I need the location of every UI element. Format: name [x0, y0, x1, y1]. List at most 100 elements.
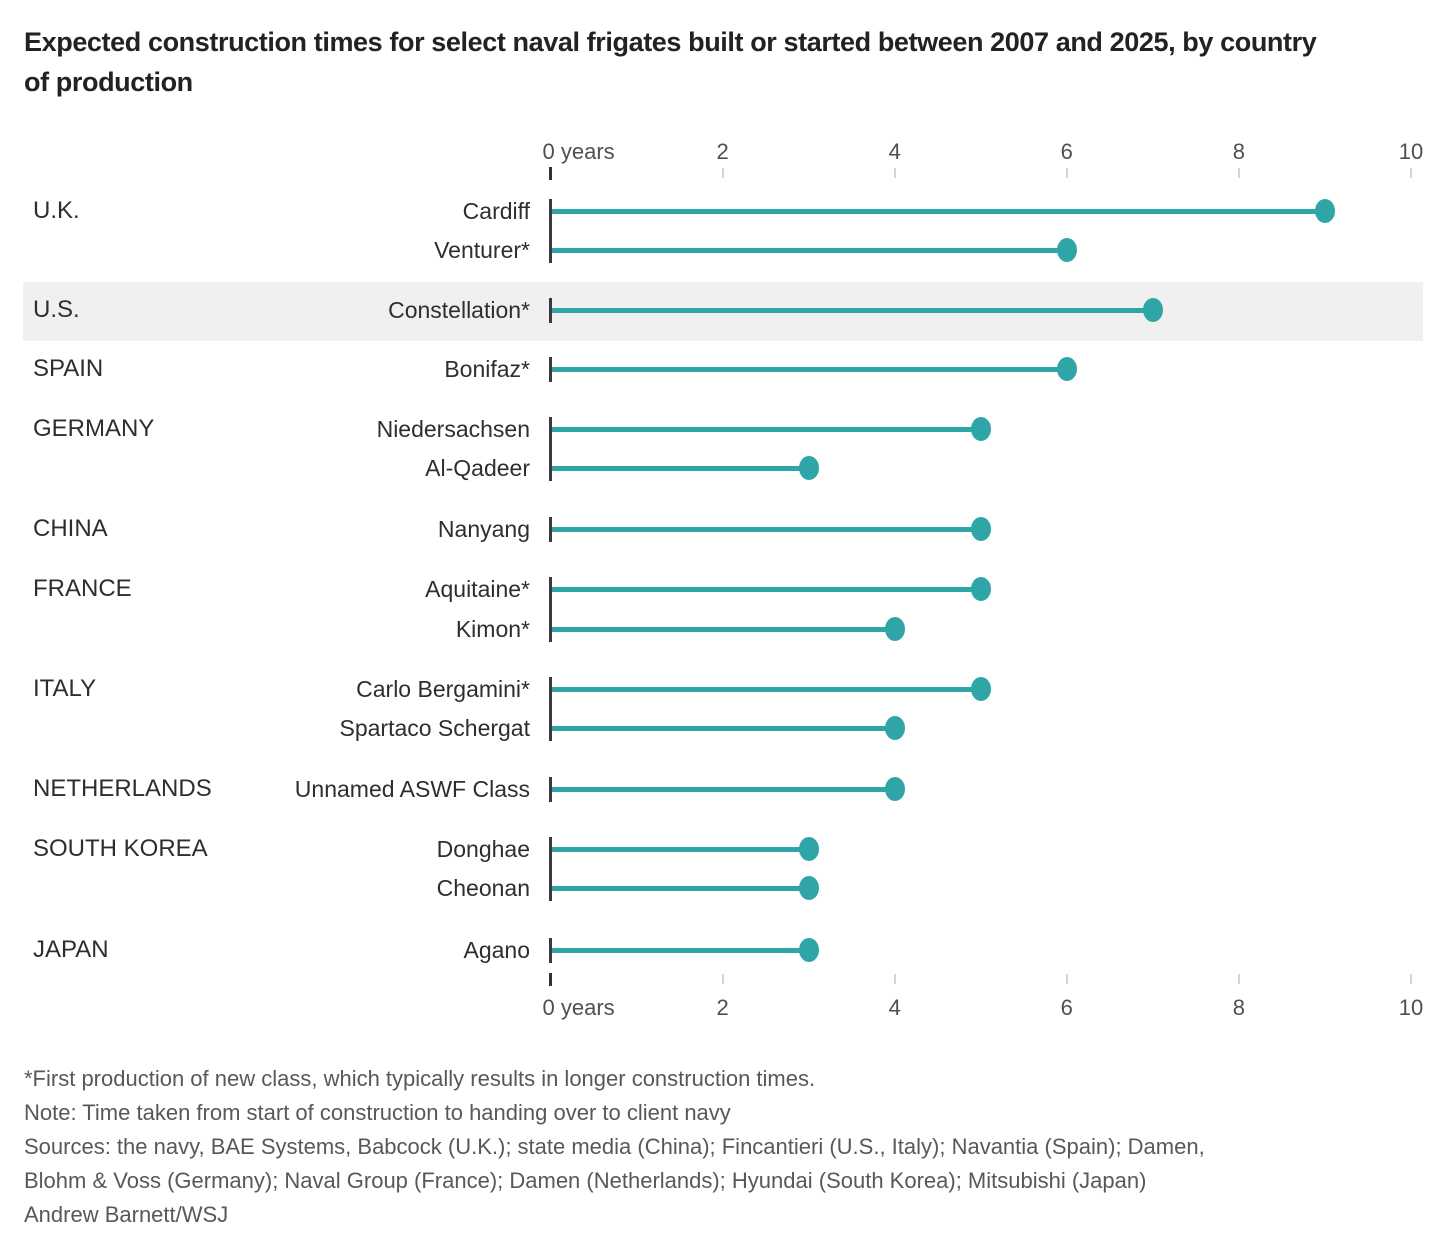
lollipop-stem: [552, 948, 809, 953]
ship-label: Cardiff: [462, 198, 530, 224]
axis-tick: [721, 974, 724, 984]
ship-label: Donghae: [436, 836, 530, 862]
country-label: U.S.: [33, 296, 80, 323]
lollipop-dot: [884, 617, 905, 641]
lollipop-stem: [552, 587, 981, 592]
ship-label: Constellation*: [388, 297, 530, 323]
ship-label: Unnamed ASWF Class: [294, 776, 530, 802]
lollipop-dot: [884, 777, 905, 801]
lollipop-stem: [552, 726, 895, 731]
lollipop-stem: [552, 209, 1325, 214]
axis-tick-label: 6: [1060, 995, 1073, 1020]
group-baseline: [549, 577, 552, 642]
ship-label: Carlo Bergamini*: [356, 676, 530, 702]
ship-label: Al-Qadeer: [425, 455, 530, 481]
ship-label: Kimon*: [455, 616, 530, 642]
country-label: SPAIN: [33, 355, 104, 382]
ship-label: Cheonan: [436, 875, 530, 901]
axis-tick: [893, 168, 896, 178]
axis-tick-label: 10: [1398, 995, 1424, 1020]
lollipop-dot: [798, 938, 819, 962]
lollipop-dot: [798, 876, 819, 900]
chart-title-line-2: of production: [24, 67, 193, 97]
country-label: JAPAN: [33, 936, 109, 963]
country-label: GERMANY: [33, 415, 155, 442]
country-label: SOUTH KOREA: [33, 835, 208, 862]
axis-tick-label: 6: [1060, 139, 1073, 164]
lollipop-dot: [970, 677, 991, 701]
ship-label: Spartaco Schergat: [339, 715, 530, 741]
lollipop-dot: [1142, 298, 1163, 322]
chart-title: Expected construction times for select n…: [24, 22, 1317, 102]
axis-tick: [1237, 168, 1240, 178]
country-label: NETHERLANDS: [33, 775, 212, 802]
axis-tick-label: 8: [1232, 995, 1246, 1020]
group-baseline: [549, 517, 552, 542]
lollipop-stem: [552, 847, 809, 852]
axis-tick-label: 8: [1232, 139, 1246, 164]
lollipop-dot: [1056, 357, 1077, 381]
axis-tick: [893, 974, 896, 984]
axis-tick-label: 4: [888, 139, 901, 164]
country-label: U.K.: [33, 197, 80, 224]
lollipop-stem: [552, 308, 1153, 313]
ship-label: Aquitaine*: [425, 576, 530, 602]
group-baseline: [549, 417, 552, 481]
ship-label: Nanyang: [437, 516, 530, 542]
axis-tick: [721, 168, 724, 178]
axis-tick: [1410, 168, 1412, 178]
axis-tick-label: 0 years: [542, 139, 615, 164]
axis-tick: [549, 973, 552, 986]
axis-tick-label: 2: [716, 139, 729, 164]
lollipop-stem: [552, 886, 809, 891]
axis-tick-label: 2: [716, 995, 729, 1020]
axis-tick-label: 0 years: [542, 995, 615, 1020]
lollipop-dot: [970, 577, 991, 601]
lollipop-stem: [552, 427, 981, 432]
lollipop-dot: [970, 517, 991, 541]
axis-tick-label: 10: [1398, 139, 1424, 164]
axis-tick: [1065, 974, 1068, 984]
lollipop-stem: [552, 367, 1067, 372]
lollipop-dot: [884, 716, 905, 740]
axis-tick: [1065, 168, 1068, 178]
country-label: CHINA: [33, 515, 108, 542]
lollipop-dot: [1314, 199, 1335, 223]
lollipop-dot: [798, 456, 819, 480]
footnote-sources-line-2: Blohm & Voss (Germany); Naval Group (Fra…: [24, 1168, 1147, 1193]
axis-tick: [1237, 974, 1240, 984]
country-label: FRANCE: [33, 575, 132, 602]
lollipop-stem: [552, 527, 981, 532]
ship-label: Bonifaz*: [444, 356, 530, 382]
axis-tick: [549, 167, 552, 180]
ship-label: Agano: [463, 937, 530, 963]
chart-title-line-1: Expected construction times for select n…: [24, 27, 1317, 57]
lollipop-dot: [970, 417, 991, 441]
group-baseline: [549, 777, 552, 802]
footnote-asterisk: *First production of new class, which ty…: [24, 1066, 816, 1091]
axis-tick-label: 4: [888, 995, 901, 1020]
axis-tick: [1410, 974, 1412, 984]
group-baseline: [549, 938, 552, 963]
footnote-credit: Andrew Barnett/WSJ: [24, 1202, 229, 1227]
lollipop-stem: [552, 687, 981, 692]
lollipop-stem: [552, 627, 895, 632]
lollipop-stem: [552, 466, 809, 471]
group-baseline: [549, 677, 552, 741]
ship-label: Niedersachsen: [376, 416, 530, 442]
lollipop-dot: [798, 837, 819, 861]
chart-footnotes: *First production of new class, which ty…: [24, 1062, 1205, 1232]
lollipop-stem: [552, 248, 1067, 253]
footnote-sources-line-1: Sources: the navy, BAE Systems, Babcock …: [24, 1134, 1205, 1159]
group-baseline: [549, 357, 552, 382]
ship-label: Venturer*: [434, 237, 530, 263]
lollipop-stem: [552, 787, 895, 792]
group-baseline: [549, 837, 552, 901]
footnote-note: Note: Time taken from start of construct…: [24, 1100, 731, 1125]
group-baseline: [549, 298, 552, 323]
lollipop-dot: [1056, 238, 1077, 262]
country-label: ITALY: [33, 675, 97, 702]
group-baseline: [549, 199, 552, 263]
